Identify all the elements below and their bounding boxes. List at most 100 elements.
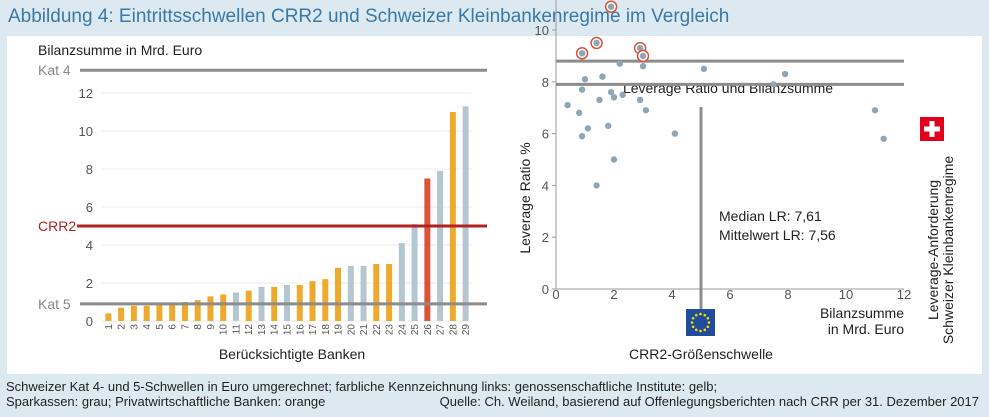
bar-chart: Bilanzsumme in Mrd. Euro Berücksichtigte… — [38, 42, 487, 362]
scatter-x-tick-label: 10 — [839, 287, 853, 302]
bar — [411, 224, 418, 321]
scatter-x-tick-label: 8 — [784, 287, 791, 302]
scatter-point — [700, 65, 708, 73]
bar-x-tick-label: 6 — [168, 324, 179, 330]
bar — [232, 292, 239, 321]
bar-y-tick-label: 8 — [86, 162, 93, 177]
bar — [245, 290, 252, 321]
threshold-label: CRR2 — [38, 218, 76, 234]
bar-y-tick-label: 10 — [79, 124, 93, 139]
footer-band — [0, 376, 989, 417]
scatter-point — [578, 132, 586, 140]
eu-star — [706, 316, 710, 320]
bar — [181, 302, 188, 321]
scatter-point — [576, 109, 583, 117]
eu-star — [691, 316, 695, 320]
scatter-point — [871, 107, 879, 114]
scatter-point — [605, 122, 612, 130]
eu-star — [703, 313, 707, 317]
bar-x-ticks: 1 2 3 4 5 6 7 8 9 10 11 12 13 14 15 16 17 18 19 20 21 22 23 24 2… — [104, 324, 472, 336]
scatter-y-tick-label: 4 — [542, 178, 549, 193]
scatter-y-tick-label: 0 — [542, 282, 549, 297]
scatter-point — [636, 96, 644, 104]
bar — [462, 106, 469, 321]
bar-y-tick-label: 2 — [86, 276, 93, 291]
scatter-point — [642, 107, 650, 114]
bar — [398, 243, 405, 321]
eu-star — [691, 325, 695, 329]
header-band — [0, 0, 989, 36]
scatter-x-ticks: 0 2 4 6 8 10 12 — [552, 287, 911, 302]
bar — [373, 264, 380, 321]
threshold-label: Kat 4 — [38, 62, 71, 78]
scatter-x-tick-label: 12 — [897, 287, 911, 302]
scatter-point — [619, 91, 626, 98]
bar — [437, 170, 444, 321]
bar — [156, 303, 163, 321]
footer-note-line2: Sparkassen: grau; Privatwirtschaftliche … — [6, 394, 326, 409]
scatter-point — [770, 81, 777, 88]
bar-y-tick-label: 0 — [86, 314, 93, 329]
bar — [130, 305, 137, 321]
scatter-point — [616, 60, 623, 67]
bar-x-tick-label: 23 — [385, 324, 396, 336]
bar-x-tick-label: 1 — [104, 324, 115, 330]
scatter-point — [607, 3, 615, 10]
eu-flag-icon — [686, 309, 715, 336]
bar — [118, 307, 125, 321]
bar-x-tick-label: 20 — [346, 324, 357, 336]
bar-x-tick-label: 21 — [359, 324, 370, 336]
swiss-requirement-label-line1: Leverage-Anforderung — [925, 180, 941, 320]
scatter-point — [578, 50, 586, 57]
scatter-y-tick-label: 2 — [542, 230, 549, 245]
scatter-point — [639, 63, 647, 70]
eu-star — [703, 328, 707, 332]
bar — [360, 265, 367, 321]
bar — [207, 296, 214, 321]
scatter-x-axis-label-line2: in Mrd. Euro — [828, 321, 904, 337]
bar-x-tick-label: 15 — [283, 324, 294, 336]
bar-x-tick-label: 25 — [410, 324, 421, 336]
scatter-point — [564, 101, 571, 109]
bar-x-tick-label: 11 — [231, 324, 242, 335]
scatter-point — [599, 73, 606, 80]
scatter-point — [880, 135, 887, 142]
eu-star — [707, 321, 711, 324]
eu-star — [694, 328, 698, 332]
bar-x-tick-label: 4 — [142, 324, 153, 330]
bar — [169, 303, 176, 321]
bar — [335, 267, 342, 321]
bar-x-tick-label: 16 — [295, 324, 306, 336]
bar — [143, 305, 150, 321]
scatter-point — [610, 94, 618, 101]
threshold-label: Kat 5 — [38, 296, 71, 312]
bar-y-tick-label: 4 — [86, 238, 93, 253]
eu-star — [690, 321, 694, 324]
scatter-point — [596, 96, 603, 104]
bar-y-axis-label: Bilanzsumme in Mrd. Euro — [38, 42, 202, 58]
swiss-flag-icon — [920, 117, 944, 141]
scatter-y-tick-label: 10 — [535, 23, 549, 38]
eu-star — [706, 325, 710, 329]
scatter-point — [671, 130, 679, 137]
scatter-point — [593, 39, 600, 47]
bar-x-tick-label: 8 — [193, 324, 204, 330]
bar-x-tick-label: 22 — [372, 324, 383, 336]
scatter-threshold-lines — [556, 59, 904, 331]
bar-x-tick-label: 27 — [436, 324, 447, 336]
scatter-point — [639, 52, 647, 60]
bar-x-tick-label: 29 — [461, 324, 472, 336]
bar-x-tick-label: 9 — [206, 324, 217, 330]
scatter-y-tick-label: 8 — [542, 75, 549, 90]
scatter-x-tick-label: 2 — [610, 287, 617, 302]
bar-y-tick-label: 12 — [79, 86, 93, 101]
scatter-axes — [555, 0, 904, 290]
bar — [386, 264, 393, 321]
mean-annotation: Mittelwert LR: 7,56 — [719, 227, 836, 243]
scatter-x-tick-label: 4 — [668, 287, 675, 302]
bar — [424, 178, 431, 321]
scatter-point — [578, 86, 586, 93]
scatter-point — [593, 182, 600, 189]
swiss-requirement-label-line2: Schweizer Kleinbankenregime — [940, 156, 956, 345]
bar — [347, 265, 354, 321]
